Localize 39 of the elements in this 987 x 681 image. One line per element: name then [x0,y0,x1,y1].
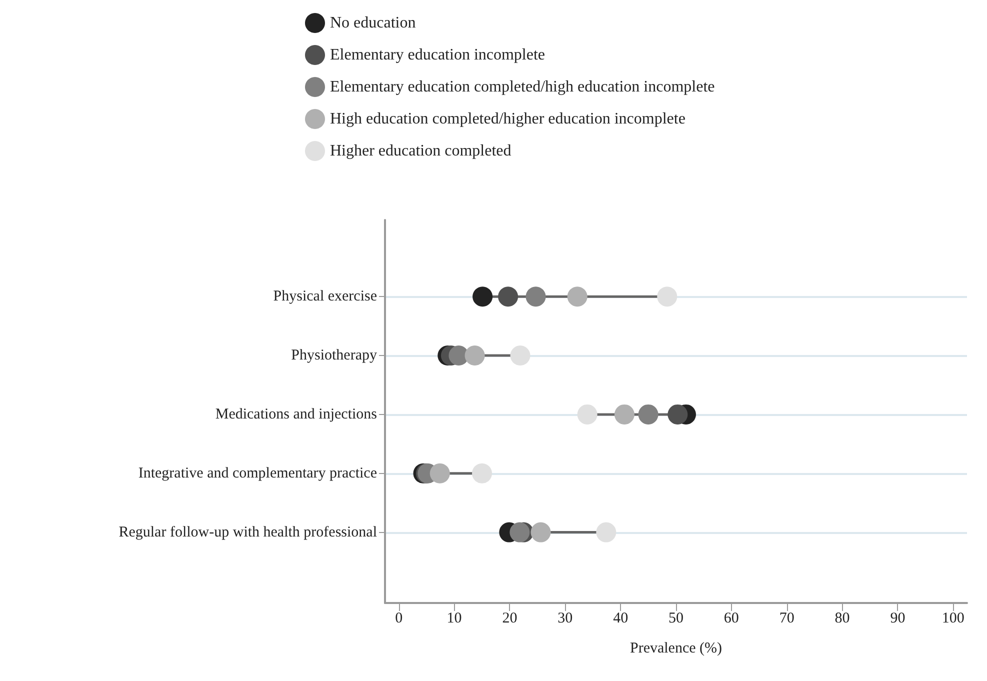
x-tick-label: 0 [395,610,403,626]
legend-label: No education [330,14,416,32]
x-tick-label: 40 [613,610,628,626]
point [472,286,493,307]
point [498,286,518,307]
point [510,346,530,366]
x-tick-label: 90 [890,610,906,626]
point [472,463,492,484]
legend-label: Elementary education incomplete [330,46,546,64]
x-tick-label: 50 [668,610,684,626]
legend-label: Elementary education completed/high education incomplete [330,78,715,96]
legend-label: High education completed/higher education incomplete [330,110,686,128]
x-tick-label: 10 [446,610,462,626]
y-tick-label: Regular follow-up with health professional [118,524,377,540]
x-tick-label: 20 [502,610,518,626]
x-tick-label: 60 [724,610,739,626]
x-tick-label: 80 [834,610,850,626]
legend-label: Higher education completed [330,142,512,160]
point [596,522,616,542]
point [430,463,450,484]
point [526,286,546,307]
point [577,404,598,424]
point [448,346,469,366]
point [510,522,530,542]
x-tick-label: 70 [779,610,794,626]
y-tick-label: Physical exercise [273,288,378,305]
x-axis-title: Prevalence (%) [630,640,722,656]
y-tick-label: Physiotherapy [291,348,378,364]
point [614,404,634,424]
x-tick-label: 30 [558,610,573,626]
y-tick-label: Medications and injections [215,406,378,422]
y-tick-label: Integrative and complementary practice [138,465,378,482]
point [638,404,658,424]
x-tick-label: 100 [942,610,964,626]
point [657,286,678,307]
point [530,522,551,542]
point [567,286,588,307]
point [464,346,485,366]
point [668,404,688,424]
